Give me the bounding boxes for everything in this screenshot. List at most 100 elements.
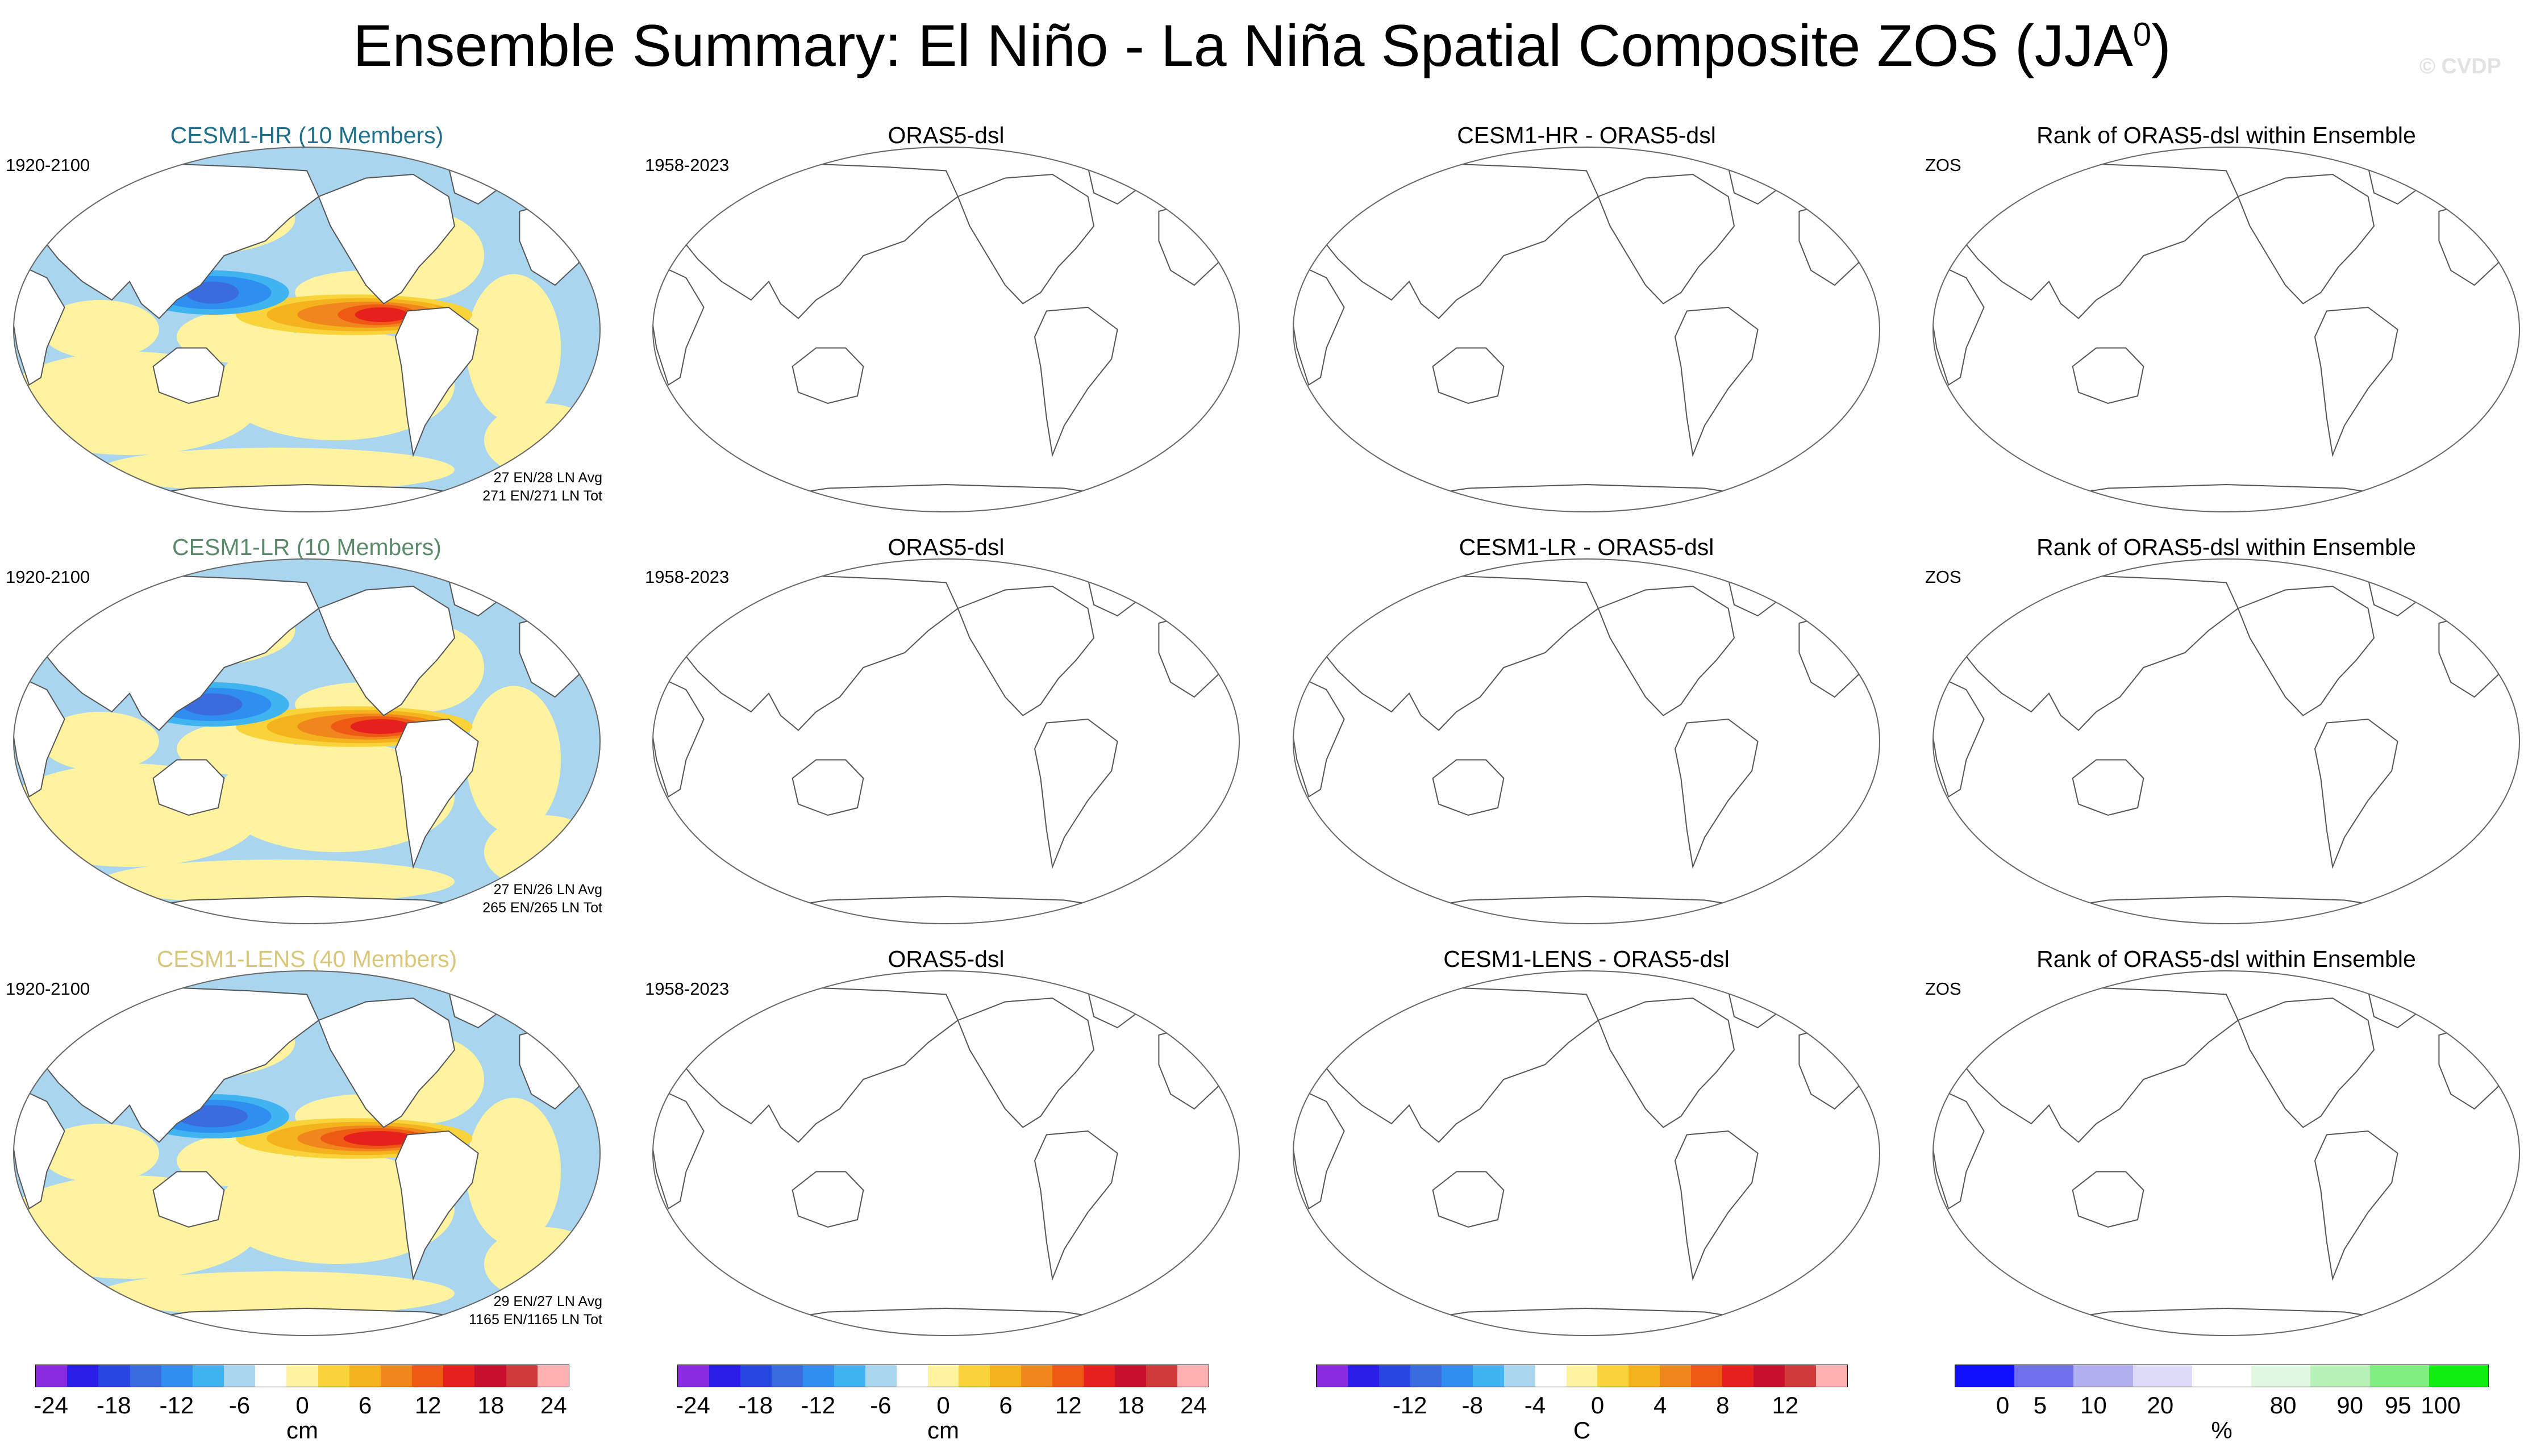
colorbar-swatch: [1347, 1365, 1379, 1387]
positive-anomaly-region: [466, 686, 561, 834]
land-greenland: [2367, 162, 2429, 205]
land-australia: [1432, 759, 1505, 816]
panel-title: Rank of ORAS5-dsl within Ensemble: [2036, 122, 2416, 148]
land-samerica: [1674, 718, 1759, 869]
land-australia: [2072, 759, 2144, 816]
land-namerica: [2237, 173, 2375, 304]
colorbar-tick-label: 24: [1180, 1392, 1207, 1419]
panel-obs: ORAS5-dsl 1958-2023: [645, 946, 1247, 1344]
panel-title: CESM1-HR (10 Members): [170, 122, 444, 148]
period-label: 1958-2023: [645, 155, 730, 175]
watermark: © CVDP: [2419, 55, 2501, 78]
panel-ensemble: CESM1-LENS (40 Members) 1920-2100 29 EN/27…: [6, 946, 608, 1344]
colorbar-swatch: [1535, 1365, 1567, 1387]
panel-obs: ORAS5-dsl 1958-2023: [645, 122, 1247, 520]
positive-anomaly-region: [41, 1124, 159, 1183]
colorbar-swatches: [1955, 1365, 2489, 1387]
land-australia: [2072, 347, 2144, 404]
colorbar-swatch: [2429, 1365, 2488, 1387]
colorbar-tick-label: 12: [414, 1392, 442, 1419]
colorbar: -24 -18 -12 -6 0 6 12 18 24 cm: [676, 1365, 1209, 1450]
colorbar-tick-label: 24: [540, 1392, 567, 1419]
land-australia: [1432, 347, 1505, 404]
colorbar-tick-label: -6: [228, 1392, 251, 1419]
map-container: [1291, 145, 1882, 514]
panel-title: CESM1-LENS (40 Members): [156, 946, 457, 972]
cold-anomaly-pool: [185, 281, 239, 304]
land-europe: [2438, 199, 2505, 286]
land-asia: [40, 574, 320, 731]
land-africa: [653, 266, 705, 386]
variable-label: ZOS: [1925, 979, 1961, 999]
map-border: [1932, 558, 2520, 924]
period-label: 1958-2023: [645, 979, 730, 999]
land-europe: [1158, 1023, 1224, 1110]
colorbar-swatch: [98, 1365, 130, 1387]
map-border: [652, 147, 1240, 512]
colorbar-unit: cm: [286, 1417, 318, 1444]
colorbar-tick-label: 18: [1117, 1392, 1144, 1419]
period-label: 1920-2100: [6, 979, 90, 999]
land-namerica: [957, 173, 1095, 304]
colorbar-swatch: [990, 1365, 1022, 1387]
event-stats: 27 EN/28 LN Avg 271 EN/271 LN Tot: [482, 469, 602, 505]
panel-title: CESM1-HR - ORAS5-dsl: [1457, 122, 1716, 148]
colorbar-swatch: [896, 1365, 928, 1387]
colorbar-labels: 0 5 10 20 80 90 95 100: [1955, 1392, 2489, 1420]
land-europe: [1798, 199, 1865, 286]
land-samerica: [2314, 306, 2398, 457]
main-title: Ensemble Summary: El Niño - La Niña Spat…: [353, 13, 2171, 79]
land-antarctica: [1397, 895, 1776, 924]
event-stats: 27 EN/26 LN Avg 265 EN/265 LN Tot: [482, 881, 602, 917]
positive-anomaly-region: [218, 1153, 455, 1264]
map-border: [652, 558, 1240, 924]
event-stats: 29 EN/27 LN Avg 1165 EN/1165 LN Tot: [469, 1292, 602, 1329]
land-samerica: [1034, 1130, 1118, 1281]
map-container: [1931, 557, 2522, 926]
period-label: 1920-2100: [6, 567, 90, 587]
land-greenland: [1727, 986, 1789, 1029]
colorbar-tick-label: -4: [1524, 1392, 1546, 1419]
colorbar-tick-label: -6: [870, 1392, 892, 1419]
map-border: [1293, 558, 1880, 924]
map-border: [13, 970, 601, 1336]
colorbar-tick-label: -12: [159, 1392, 194, 1419]
colorbar-tick-label: 20: [2147, 1392, 2174, 1419]
land-asia: [1319, 162, 1600, 319]
variable-label: ZOS: [1925, 155, 1961, 175]
colorbar-tick-label: -12: [1392, 1392, 1427, 1419]
positive-anomaly-region: [466, 1098, 561, 1246]
land-australia: [792, 759, 864, 816]
land-asia: [40, 986, 320, 1143]
map-container: [11, 145, 602, 514]
colorbar-tick-label: -24: [34, 1392, 68, 1419]
world-map: [13, 558, 601, 924]
colorbar-tick-label: 8: [1716, 1392, 1730, 1419]
land-asia: [40, 162, 320, 319]
panel-title: Rank of ORAS5-dsl within Ensemble: [2036, 534, 2416, 560]
land-africa: [653, 678, 705, 798]
land-samerica: [1034, 306, 1118, 457]
land-africa: [14, 678, 65, 798]
land-europe: [2438, 611, 2505, 698]
land-africa: [1933, 1090, 1985, 1210]
land-antarctica: [2036, 483, 2416, 512]
map-container: [1931, 145, 2522, 514]
land-asia: [1319, 574, 1600, 731]
land-greenland: [1727, 162, 1789, 205]
land-asia: [679, 574, 959, 731]
colorbar-tick-label: 6: [999, 1392, 1013, 1419]
map-container: [1931, 969, 2522, 1338]
colorbar-tick-label: 0: [295, 1392, 309, 1419]
total-count: 1165 EN/1165 LN Tot: [469, 1312, 602, 1328]
colorbar-swatch: [1084, 1365, 1115, 1387]
colorbar-swatch: [1816, 1365, 1847, 1387]
positive-anomaly-region: [100, 860, 455, 904]
land-antarctica: [1397, 1307, 1776, 1336]
land-samerica: [394, 306, 479, 457]
colorbar-swatch: [380, 1365, 413, 1387]
land-namerica: [318, 997, 456, 1128]
colorbar-tick-label: -8: [1461, 1392, 1483, 1419]
land-africa: [1293, 266, 1345, 386]
panel-diff: CESM1-HR - ORAS5-dsl: [1285, 122, 1888, 520]
